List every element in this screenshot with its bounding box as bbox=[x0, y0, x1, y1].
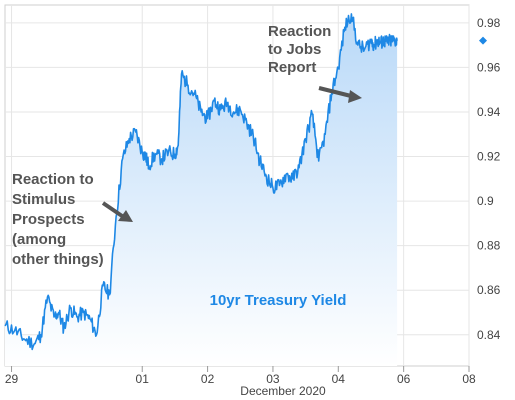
y-tick-label: 0.88 bbox=[477, 239, 501, 253]
annotation-stimulus: Reaction to Stimulus Prospects (among other … bbox=[12, 171, 104, 268]
annotation-line: Report bbox=[268, 59, 316, 76]
x-tick-label: 02 bbox=[201, 372, 215, 386]
series-label: 10yr Treasury Yield bbox=[210, 292, 347, 309]
annotation-line: Reaction bbox=[268, 23, 331, 40]
annotation-line: other things) bbox=[12, 251, 104, 268]
x-axis-label: December 2020 bbox=[240, 384, 326, 398]
x-tick-label: 03 bbox=[266, 372, 280, 386]
annotation-line: Stimulus bbox=[12, 191, 75, 208]
x-tick-label: 01 bbox=[136, 372, 150, 386]
y-tick-label: 0.98 bbox=[477, 16, 501, 30]
y-tick-label: 0.86 bbox=[477, 283, 501, 297]
y-tick-label: 0.9 bbox=[477, 194, 494, 208]
y-tick-label: 0.84 bbox=[477, 328, 501, 342]
last-value-marker bbox=[479, 36, 487, 45]
annotation-arrowhead-stimulus bbox=[118, 210, 133, 222]
x-tick-label: 08 bbox=[462, 372, 476, 386]
y-axis-ticks: 0.84 0.86 0.88 0.9 0.92 0.94 0.96 0.98 bbox=[477, 16, 501, 342]
y-tick-label: 0.94 bbox=[477, 105, 501, 119]
series-line bbox=[4, 13, 398, 351]
annotation-arrowhead-jobs bbox=[348, 90, 362, 103]
x-tick-label: 06 bbox=[397, 372, 411, 386]
y-tick-label: 0.92 bbox=[477, 150, 501, 164]
x-tick-label: 04 bbox=[332, 372, 346, 386]
annotation-arrow-stimulus bbox=[101, 201, 127, 220]
annotation-line: (among bbox=[12, 231, 66, 248]
annotation-line: to Jobs bbox=[268, 41, 321, 58]
series-area bbox=[5, 13, 398, 367]
annotation-line: Prospects bbox=[12, 211, 85, 228]
y-tick-label: 0.96 bbox=[477, 60, 501, 74]
x-tick-label: 29 bbox=[5, 372, 19, 386]
x-axis-ticks: 29 01 02 03 04 06 08 bbox=[5, 366, 476, 386]
annotation-arrow-jobs bbox=[318, 86, 352, 98]
annotation-line: Reaction to bbox=[12, 171, 94, 188]
